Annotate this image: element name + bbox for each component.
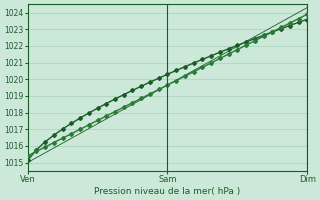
X-axis label: Pression niveau de la mer( hPa ): Pression niveau de la mer( hPa ) [94,187,241,196]
